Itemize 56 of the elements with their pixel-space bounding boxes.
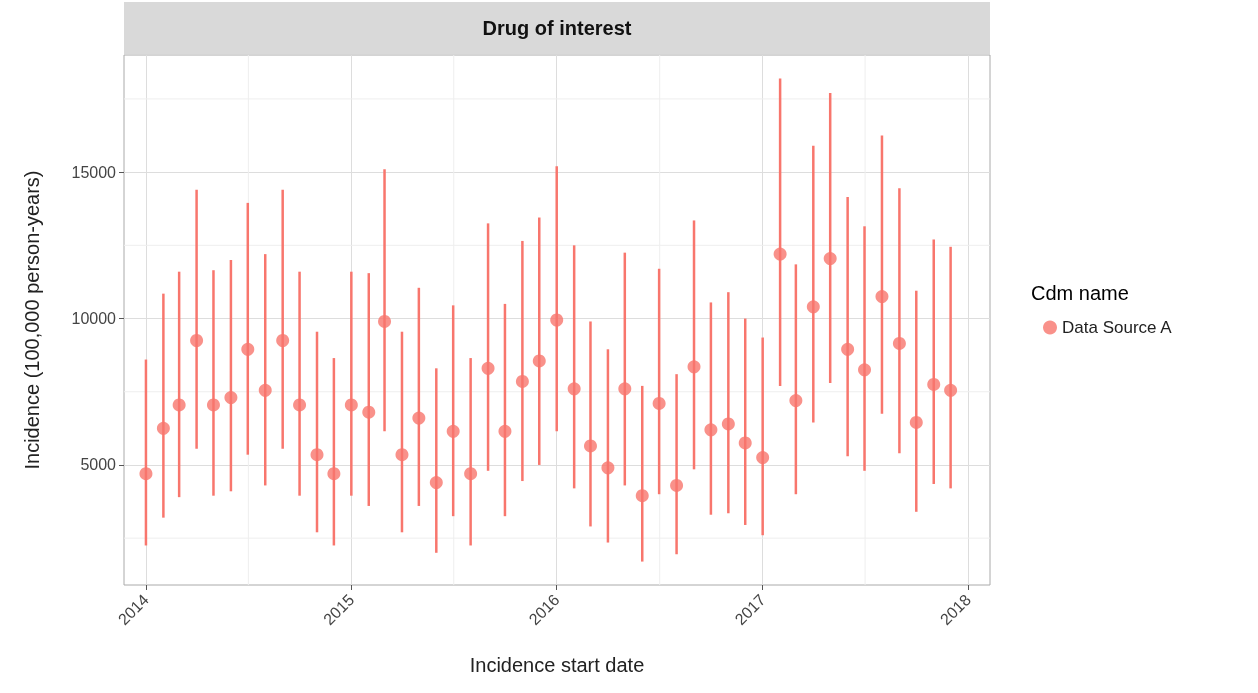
point [721, 417, 735, 431]
point [635, 489, 649, 503]
point [532, 354, 546, 368]
point [172, 398, 186, 412]
legend-title: Cdm name [1031, 282, 1129, 304]
point [498, 424, 512, 438]
point [773, 247, 787, 261]
point [583, 439, 597, 453]
y-tick-label: 10000 [71, 310, 117, 328]
point [841, 342, 855, 356]
point [515, 374, 529, 388]
point [944, 383, 958, 397]
point [806, 300, 820, 314]
point [567, 382, 581, 396]
y-tick-label: 5000 [80, 456, 117, 474]
point [206, 398, 220, 412]
point [652, 396, 666, 410]
point [927, 377, 941, 391]
point [464, 467, 478, 481]
point [258, 383, 272, 397]
point [738, 436, 752, 450]
point [892, 336, 906, 350]
point [327, 467, 341, 481]
point [909, 415, 923, 429]
point [224, 391, 238, 405]
point [858, 363, 872, 377]
point [704, 423, 718, 437]
point [670, 478, 684, 492]
point [241, 342, 255, 356]
point [550, 313, 564, 327]
point [395, 448, 409, 462]
point [789, 394, 803, 408]
point [156, 421, 170, 435]
point [601, 461, 615, 475]
legend-label: Data Source A [1062, 318, 1173, 337]
x-axis-title: Incidence start date [469, 654, 645, 676]
point [378, 314, 392, 328]
point [429, 476, 443, 490]
chart-title: Drug of interest [124, 2, 990, 54]
point [293, 398, 307, 412]
point [687, 360, 701, 374]
point [481, 361, 495, 375]
point [756, 451, 770, 465]
y-axis-title: Incidence (100,000 person-years) [21, 170, 43, 470]
point [310, 448, 324, 462]
point [276, 334, 290, 347]
point [412, 411, 426, 425]
point [618, 382, 632, 396]
point [875, 290, 889, 304]
point [823, 252, 837, 265]
y-tick-label: 15000 [71, 163, 117, 181]
point [190, 334, 204, 347]
point [362, 405, 376, 419]
point [344, 398, 358, 412]
point [139, 467, 153, 481]
point [446, 424, 460, 438]
